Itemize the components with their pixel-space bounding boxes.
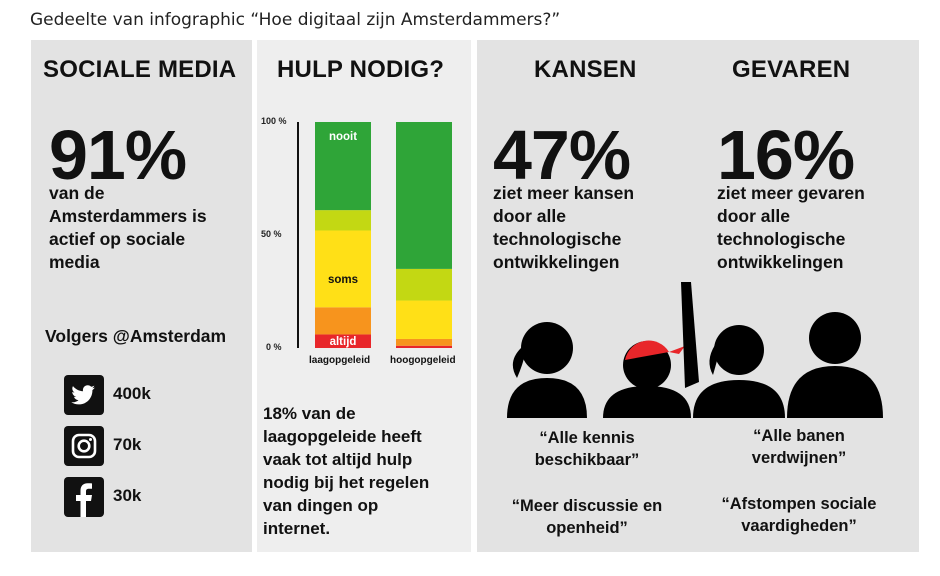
woman-silhouette-icon	[507, 322, 587, 418]
bar-segment-laagopgeleid-2	[315, 230, 371, 308]
quote-line: “Alle banen	[753, 427, 845, 445]
help-line: vaak tot altijd hulp	[263, 450, 413, 469]
social-line: media	[49, 252, 100, 272]
bar-segment-laagopgeleid-4	[315, 122, 371, 211]
person-cap-silhouette-icon	[603, 340, 691, 418]
facebook-followers: 30k	[113, 486, 142, 505]
twitter-icon	[64, 375, 104, 415]
gevaren-quote-1: “Alle banen verdwijnen”	[709, 425, 889, 469]
kansen-line: ziet meer kansen	[493, 183, 635, 203]
social-line: Amsterdammers is	[49, 206, 207, 226]
gevaren-line: technologische	[717, 229, 846, 249]
help-title: HULP NODIG?	[277, 56, 445, 83]
gevaren-line: ontwikkelingen	[717, 252, 844, 272]
bar-segment-hoogopgeleid-0	[396, 345, 452, 348]
y-tick-0: 0 %	[266, 342, 282, 352]
quote-line: openheid”	[546, 519, 628, 537]
social-media-title: SOCIALE MEDIA	[43, 56, 237, 83]
twitter-row: 400k	[64, 375, 234, 415]
nooit-label: nooit	[328, 131, 358, 143]
infographic-caption: Gedeelte van infographic “Hoe digitaal z…	[30, 10, 561, 30]
gevaren-percent: 16%	[717, 116, 855, 194]
gevaren-line: ziet meer gevaren	[717, 183, 865, 203]
bar-segment-hoogopgeleid-2	[396, 300, 452, 339]
quote-line: beschikbaar”	[534, 451, 640, 469]
instagram-row: 70k	[64, 426, 234, 466]
kansen-title: KANSEN	[534, 56, 637, 83]
help-line: nodig bij het regelen	[263, 473, 430, 492]
help-line: laagopgeleide heeft	[263, 427, 422, 446]
group-label-high: hoogopgeleid	[390, 355, 456, 366]
social-media-panel: SOCIALE MEDIA 91% van de Amsterdammers i…	[31, 40, 252, 552]
facebook-row: 30k	[64, 477, 234, 517]
facebook-icon	[64, 477, 104, 517]
kansen-quote-1: “Alle kennis beschikbaar”	[497, 427, 677, 471]
opportunities-risks-panel: KANSEN GEVAREN 47% 16% ziet meer kansen …	[477, 40, 919, 552]
kansen-line: door alle	[493, 206, 566, 226]
kansen-description: ziet meer kansen door alle technologisch…	[493, 182, 634, 274]
person-raising-hand-silhouette-icon	[681, 282, 785, 418]
bar-segment-laagopgeleid-1	[315, 307, 371, 335]
quote-line: “Afstompen sociale	[721, 495, 877, 513]
social-line: actief op sociale	[49, 229, 186, 249]
group-label-low: laagopgeleid	[309, 355, 371, 366]
quote-line: vaardigheden”	[741, 517, 857, 535]
man-silhouette-icon	[787, 312, 883, 418]
help-line: 18% van de	[263, 404, 356, 423]
social-line: van de	[49, 183, 105, 203]
gevaren-line: door alle	[717, 206, 790, 226]
quote-line: “Alle kennis	[539, 429, 635, 447]
soms-label: soms	[327, 274, 359, 286]
kansen-line: ontwikkelingen	[493, 252, 620, 272]
instagram-followers: 70k	[113, 435, 142, 454]
altijd-label: altijd	[329, 336, 357, 348]
followers-title: Volgers @Amsterdam	[45, 326, 227, 346]
gevaren-title: GEVAREN	[732, 56, 851, 83]
bar-segment-hoogopgeleid-4	[396, 122, 452, 269]
help-line: internet.	[263, 519, 331, 538]
gevaren-description: ziet meer gevaren door alle technologisc…	[717, 182, 865, 274]
bar-segment-laagopgeleid-0	[315, 334, 371, 348]
social-description: van de Amsterdammers is actief op social…	[49, 182, 207, 274]
people-illustration	[507, 282, 883, 418]
help-description: 18% van de laagopgeleide heeft vaak tot …	[263, 402, 429, 540]
kansen-line: technologische	[493, 229, 622, 249]
y-tick-50: 50 %	[261, 229, 282, 239]
instagram-icon	[64, 426, 104, 466]
help-line: van dingen op	[263, 496, 379, 515]
gevaren-quote-2: “Afstompen sociale vaardigheden”	[699, 493, 899, 537]
y-tick-100: 100 %	[261, 116, 287, 126]
bar-segment-hoogopgeleid-3	[396, 268, 452, 301]
bar-segment-laagopgeleid-3	[315, 210, 371, 231]
quote-line: “Meer discussie en	[511, 497, 663, 515]
help-panel: HULP NODIG? 100 % 50 % 0 % nooit soms al…	[257, 40, 471, 552]
help-chart	[297, 122, 452, 348]
bar-segment-hoogopgeleid-1	[396, 338, 452, 346]
kansen-percent: 47%	[493, 116, 631, 194]
twitter-followers: 400k	[113, 384, 151, 403]
kansen-quote-2: “Meer discussie en openheid”	[487, 495, 687, 539]
quote-line: verdwijnen”	[751, 449, 847, 467]
social-percent: 91%	[49, 116, 187, 194]
